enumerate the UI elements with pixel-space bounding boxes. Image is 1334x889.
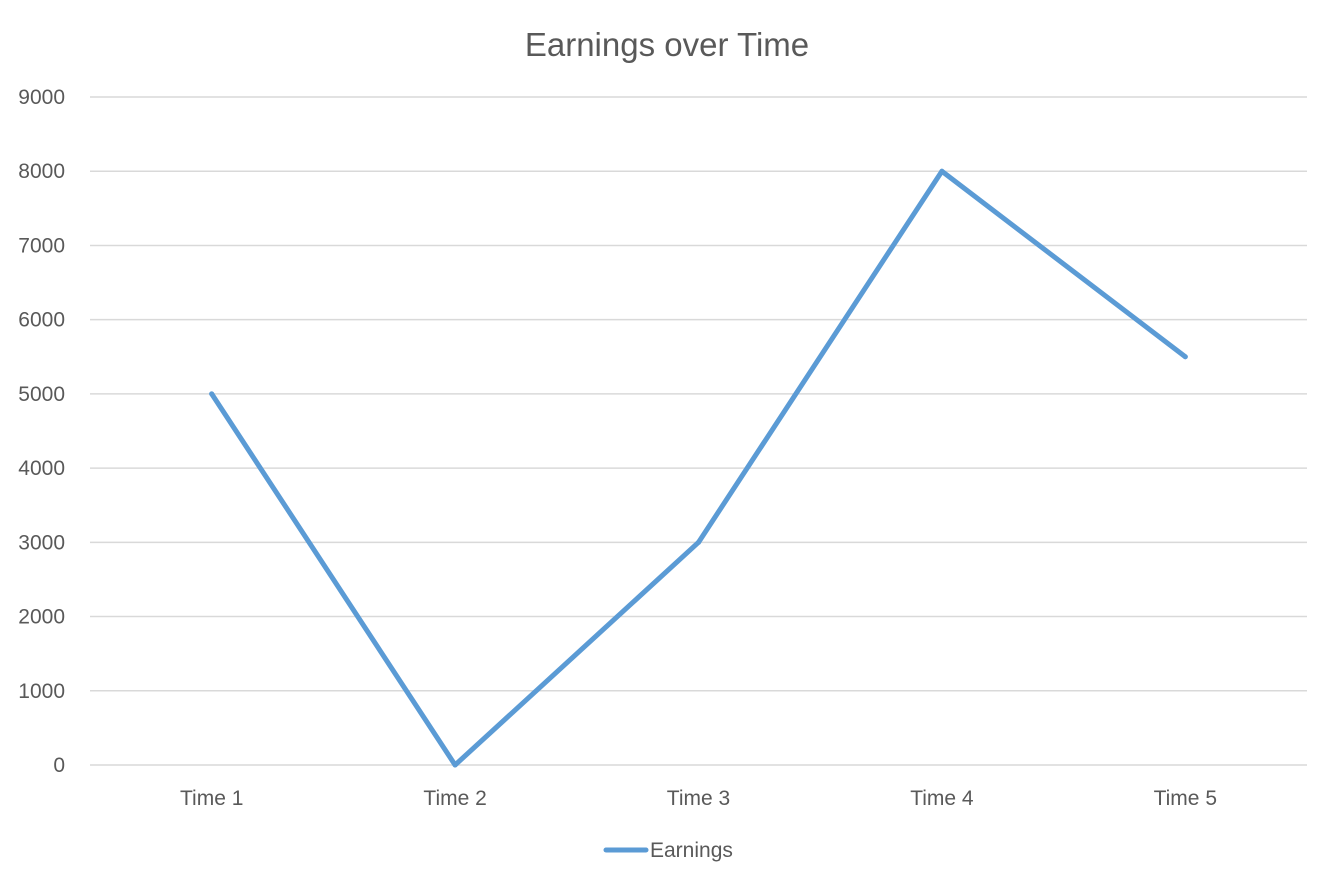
y-tick-label: 2000 [18, 606, 65, 629]
y-tick-label: 4000 [18, 457, 65, 480]
series-lines [209, 168, 1188, 768]
gridlines [90, 96, 1307, 766]
legend-label: Earnings [650, 839, 733, 862]
y-tick-label: 0 [53, 754, 65, 777]
x-tick-label: Time 4 [910, 787, 974, 810]
y-tick-label: 8000 [18, 160, 65, 183]
y-tick-label: 1000 [18, 680, 65, 703]
data-point [452, 762, 458, 768]
y-tick-label: 9000 [18, 86, 65, 109]
y-tick-label: 5000 [18, 383, 65, 406]
data-point [209, 391, 215, 397]
y-axis-tick-labels: 0 1000 2000 3000 4000 5000 6000 7000 8000 9000 [18, 86, 65, 777]
chart-title: Earnings over Time [525, 26, 809, 63]
x-tick-label: Time 2 [423, 787, 486, 810]
y-tick-label: 7000 [18, 234, 65, 257]
x-tick-label: Time 1 [180, 787, 243, 810]
y-tick-label: 3000 [18, 531, 65, 554]
x-tick-label: Time 3 [667, 787, 730, 810]
y-tick-label: 6000 [18, 309, 65, 332]
data-point [1182, 354, 1188, 360]
data-point [696, 539, 701, 545]
data-point [939, 168, 945, 174]
x-axis-tick-labels: Time 1 Time 2 Time 3 Time 4 Time 5 [180, 787, 1217, 810]
legend: Earnings [603, 839, 733, 862]
x-tick-label: Time 5 [1154, 787, 1217, 810]
